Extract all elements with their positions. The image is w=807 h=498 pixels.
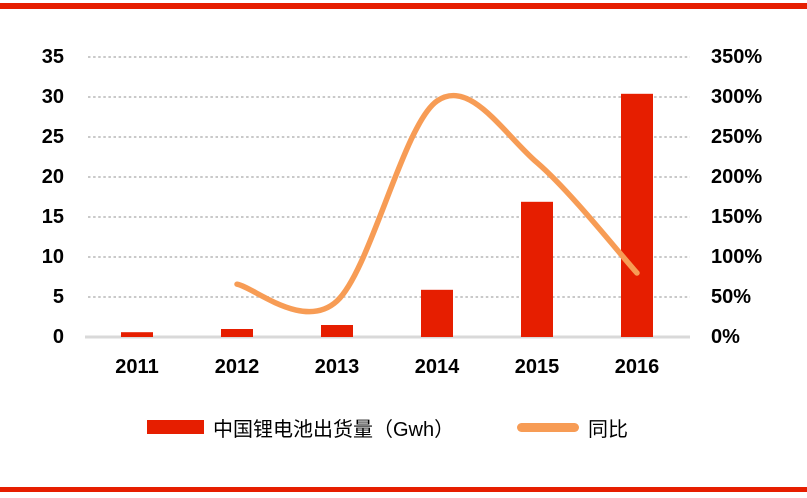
bottom-accent-bar [0, 487, 807, 492]
bar-2016 [621, 93, 653, 337]
top-accent-bar [0, 3, 807, 9]
x-axis-label-2013: 2013 [314, 356, 360, 378]
left-axis-tick-15: 15 [41, 206, 64, 228]
left-axis-tick-25: 25 [41, 126, 64, 148]
left-axis-tick-35: 35 [41, 46, 64, 68]
right-axis-tick-350%: 350% [711, 46, 763, 68]
x-axis-label-2014: 2014 [414, 356, 460, 378]
bar-2014 [421, 289, 453, 337]
right-axis-tick-200%: 200% [711, 166, 763, 188]
legend-item-yoy: 同比 [517, 413, 628, 441]
right-axis-tick-0%: 0% [711, 326, 740, 348]
left-axis-tick-30: 30 [41, 86, 64, 108]
bar-2011 [121, 332, 153, 337]
right-axis-tick-100%: 100% [711, 246, 763, 268]
left-axis-tick-0: 0 [52, 326, 64, 348]
yoy-line [234, 92, 640, 315]
left-axis-tick-5: 5 [52, 286, 64, 308]
bar-series-swatch-icon [147, 420, 204, 434]
x-axis-label-2016: 2016 [614, 356, 660, 378]
x-axis-label-2015: 2015 [514, 356, 560, 378]
bar-series-label: 中国锂电池出货量（Gwh） [213, 418, 455, 441]
bar-2012 [221, 329, 253, 337]
x-axis-label-2012: 2012 [214, 356, 260, 378]
right-axis-tick-300%: 300% [711, 86, 763, 108]
legend-item-shipments: 中国锂电池出货量（Gwh） [147, 413, 454, 441]
right-axis-tick-50%: 50% [711, 286, 752, 308]
left-axis-tick-20: 20 [41, 166, 64, 188]
right-axis-tick-250%: 250% [711, 126, 763, 148]
bar-2015 [521, 201, 553, 337]
bar-2013 [321, 325, 353, 337]
line-series-label: 同比 [588, 418, 628, 441]
x-axis-label-2011: 2011 [115, 356, 159, 378]
left-axis-tick-10: 10 [41, 246, 64, 268]
right-axis-tick-150%: 150% [711, 206, 763, 228]
line-series-swatch-icon [517, 422, 579, 432]
